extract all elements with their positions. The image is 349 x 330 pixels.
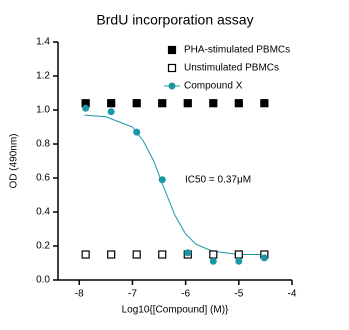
- point: [235, 257, 243, 265]
- point: [107, 108, 115, 116]
- y-tick-label: 0.6: [36, 173, 50, 184]
- y-tick-label: 1.4: [36, 37, 50, 48]
- point: [234, 99, 243, 108]
- y-axis-label: OD (490nm): [9, 133, 20, 188]
- x-tick-label: -7: [128, 289, 137, 300]
- point: [107, 250, 116, 259]
- point: [158, 250, 167, 259]
- annotation: IC50 = 0.37μM: [185, 175, 251, 186]
- legend-label: PHA-stimulated PBMCs: [184, 45, 290, 56]
- x-tick-label: -5: [234, 289, 243, 300]
- y-tick-label: 1.2: [36, 71, 50, 82]
- point: [132, 250, 141, 259]
- point: [209, 250, 218, 259]
- point: [132, 99, 141, 108]
- point: [209, 257, 217, 265]
- y-tick-label: 1.0: [36, 105, 50, 116]
- point: [107, 99, 116, 108]
- legend-marker: [167, 45, 177, 55]
- x-tick-label: -6: [181, 289, 190, 300]
- y-tick-label: 0.0: [36, 275, 50, 286]
- legend-label: Unstimulated PBMCs: [184, 63, 279, 74]
- x-tick-label: -8: [75, 289, 84, 300]
- y-tick-label: 0.8: [36, 139, 50, 150]
- legend-marker: [168, 82, 176, 90]
- point: [158, 99, 167, 108]
- legend-marker: [167, 63, 177, 73]
- point: [158, 176, 166, 184]
- point: [184, 249, 192, 257]
- point: [209, 99, 218, 108]
- y-tick-label: 0.2: [36, 241, 50, 252]
- legend-label: Compound X: [184, 81, 243, 92]
- point: [82, 104, 90, 112]
- x-axis-label: Log10{[Compound] (M)}: [122, 305, 229, 316]
- point: [260, 254, 268, 262]
- point: [133, 128, 141, 136]
- point: [81, 250, 90, 259]
- point: [234, 250, 243, 259]
- x-tick-label: -4: [288, 289, 297, 300]
- point: [183, 99, 192, 108]
- y-tick-label: 0.4: [36, 207, 50, 218]
- chart-title: BrdU incorporation assay: [96, 12, 253, 28]
- point: [260, 99, 269, 108]
